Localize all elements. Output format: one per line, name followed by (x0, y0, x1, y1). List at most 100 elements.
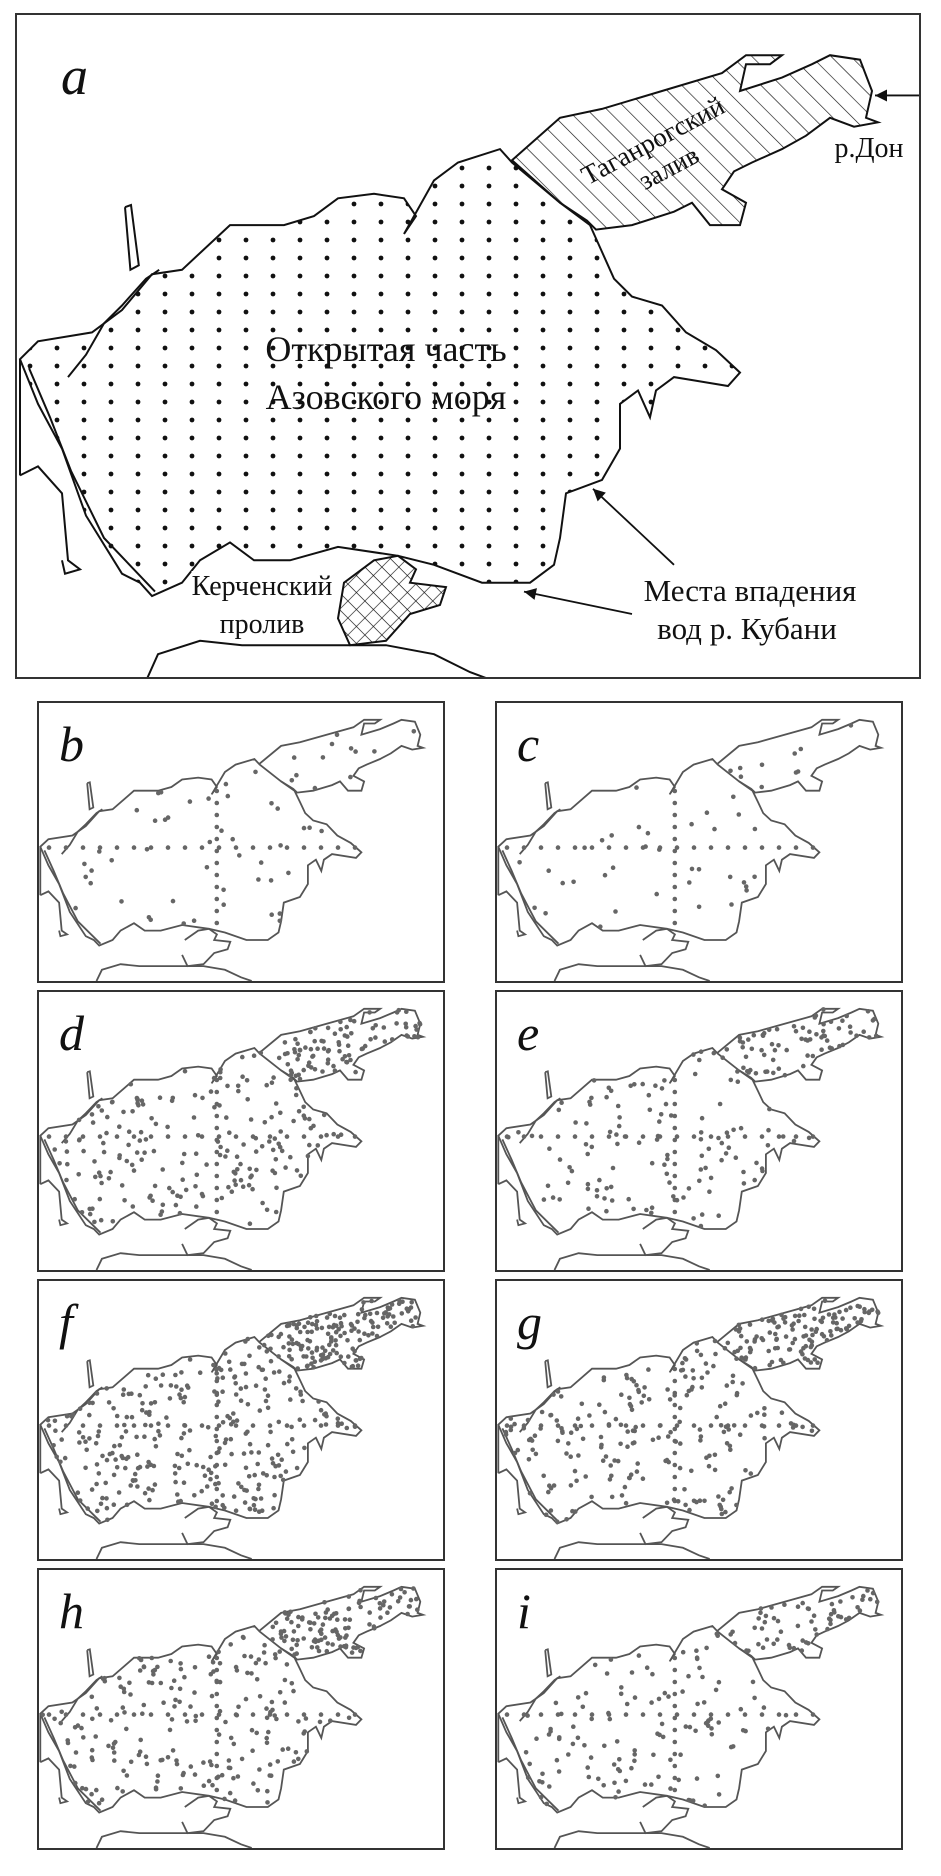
station-dot (809, 1327, 814, 1332)
station-dot (548, 1729, 553, 1734)
station-dot (221, 887, 226, 893)
coastline (639, 1505, 690, 1546)
coastline (497, 1624, 821, 1814)
station-dot (309, 1645, 315, 1650)
station-dot (776, 1043, 781, 1048)
coastline (519, 1097, 561, 1144)
station-dot (512, 1421, 517, 1427)
station-dot (285, 1441, 290, 1447)
station-dot (792, 1336, 798, 1342)
station-dot (708, 1423, 714, 1428)
station-dot (120, 1705, 126, 1710)
station-dot (249, 1671, 254, 1676)
station-dot (698, 1130, 704, 1135)
station-dot (276, 1419, 282, 1425)
station-dot (84, 1447, 89, 1453)
station-dot (783, 1334, 789, 1339)
station-dot (611, 1762, 617, 1767)
station-dot (227, 1130, 232, 1135)
station-dot (865, 1009, 871, 1014)
station-dot (274, 1716, 279, 1722)
station-dot (848, 1305, 853, 1310)
station-dot (698, 1049, 704, 1054)
station-dot (718, 1423, 724, 1428)
station-dot (719, 1140, 725, 1146)
station-dot (228, 1642, 233, 1647)
coastline (553, 1252, 710, 1270)
station-dot (538, 1795, 544, 1800)
station-dot (222, 1462, 228, 1468)
station-dot (270, 1637, 275, 1642)
station-dot (282, 1700, 288, 1705)
station-dot (269, 1114, 274, 1120)
station-dot (580, 1436, 586, 1442)
station-dot (838, 1599, 843, 1604)
station-dot (716, 1494, 721, 1499)
station-dot (762, 1412, 767, 1417)
station-dot (672, 1113, 678, 1119)
station-dot (214, 1414, 220, 1420)
station-dot (304, 1354, 309, 1359)
station-dot (185, 1385, 191, 1390)
station-dot (360, 1046, 366, 1051)
station-dot (698, 1167, 704, 1172)
station-dot (172, 1463, 178, 1469)
station-dot (256, 1657, 262, 1662)
station-dot (727, 1443, 733, 1449)
station-dot (741, 1169, 746, 1175)
station-dot (256, 1482, 262, 1488)
station-dot (754, 1160, 759, 1166)
station-dot (632, 1428, 637, 1434)
coastline (181, 1505, 232, 1546)
station-dot (811, 1306, 817, 1312)
station-dot (96, 1429, 102, 1434)
station-dot (325, 1057, 331, 1062)
station-dot (199, 1423, 205, 1428)
station-dot (602, 1196, 607, 1201)
station-dot (274, 1185, 279, 1191)
station-dot (247, 1221, 253, 1226)
station-dot (873, 1033, 879, 1039)
station-dot (320, 1069, 325, 1074)
station-dot (152, 1436, 157, 1442)
station-dot (226, 1359, 232, 1365)
station-dot (545, 1183, 551, 1189)
station-dot (607, 1716, 613, 1722)
station-dot (606, 1085, 612, 1091)
station-dot (810, 1053, 816, 1059)
station-dot (756, 1641, 761, 1647)
station-dot (706, 1463, 712, 1469)
station-dot (169, 1098, 175, 1104)
station-dot (774, 1337, 779, 1342)
coastline (259, 1585, 427, 1661)
station-dot (339, 1323, 344, 1329)
station-dot (52, 1147, 57, 1152)
station-dot (672, 848, 678, 854)
station-dot (676, 1777, 681, 1783)
station-dot (258, 1496, 264, 1501)
station-dot (649, 1205, 655, 1210)
station-dot (307, 825, 312, 830)
station-dot (250, 1748, 255, 1753)
station-dot (752, 1177, 757, 1183)
coastline (497, 890, 528, 938)
station-dot (761, 1424, 767, 1429)
station-dot (609, 833, 614, 838)
station-dot (708, 1175, 714, 1181)
sea-label: Азовского моря (265, 377, 507, 417)
station-dot (629, 1376, 634, 1382)
station-dot (214, 896, 220, 902)
river-don-label: р.Дон (834, 133, 904, 164)
station-dot (632, 1748, 637, 1753)
station-dot (748, 1471, 754, 1476)
station-dot (120, 1392, 126, 1397)
station-dot (211, 1669, 216, 1674)
station-dot (212, 1105, 217, 1110)
station-dot (672, 1691, 678, 1697)
station-dot (182, 1394, 188, 1400)
station-dot (93, 1734, 98, 1739)
station-dot (329, 741, 335, 747)
station-dot (802, 1312, 807, 1318)
station-dot (106, 1400, 112, 1405)
station-dot (807, 1029, 812, 1034)
